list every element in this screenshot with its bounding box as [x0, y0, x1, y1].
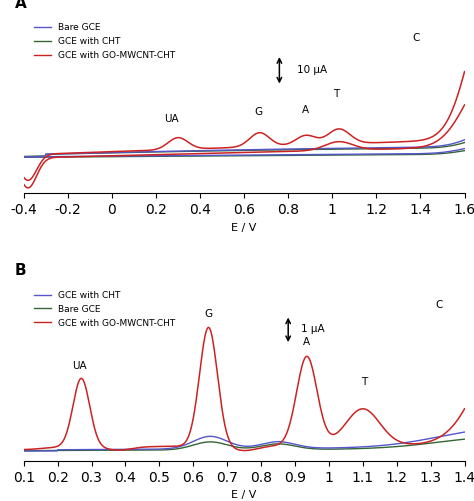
Text: C: C — [412, 33, 419, 43]
Legend: GCE with CHT, Bare GCE, GCE with GO-MWCNT-CHT: GCE with CHT, Bare GCE, GCE with GO-MWCN… — [31, 287, 179, 331]
Text: T: T — [334, 89, 340, 99]
Text: T: T — [361, 377, 368, 387]
Text: 1 μA: 1 μA — [301, 324, 325, 334]
Text: UA: UA — [164, 114, 179, 124]
Text: G: G — [255, 107, 263, 117]
Text: A: A — [302, 105, 310, 115]
Text: C: C — [436, 300, 443, 310]
Text: 10 μA: 10 μA — [297, 65, 327, 75]
Text: G: G — [204, 309, 212, 319]
Text: A: A — [15, 0, 27, 11]
X-axis label: E / V: E / V — [231, 222, 257, 232]
Text: A: A — [303, 337, 310, 347]
Text: UA: UA — [73, 361, 87, 371]
Text: B: B — [15, 264, 27, 279]
Legend: Bare GCE, GCE with CHT, GCE with GO-MWCNT-CHT: Bare GCE, GCE with CHT, GCE with GO-MWCN… — [31, 20, 179, 64]
X-axis label: E / V: E / V — [231, 490, 257, 500]
